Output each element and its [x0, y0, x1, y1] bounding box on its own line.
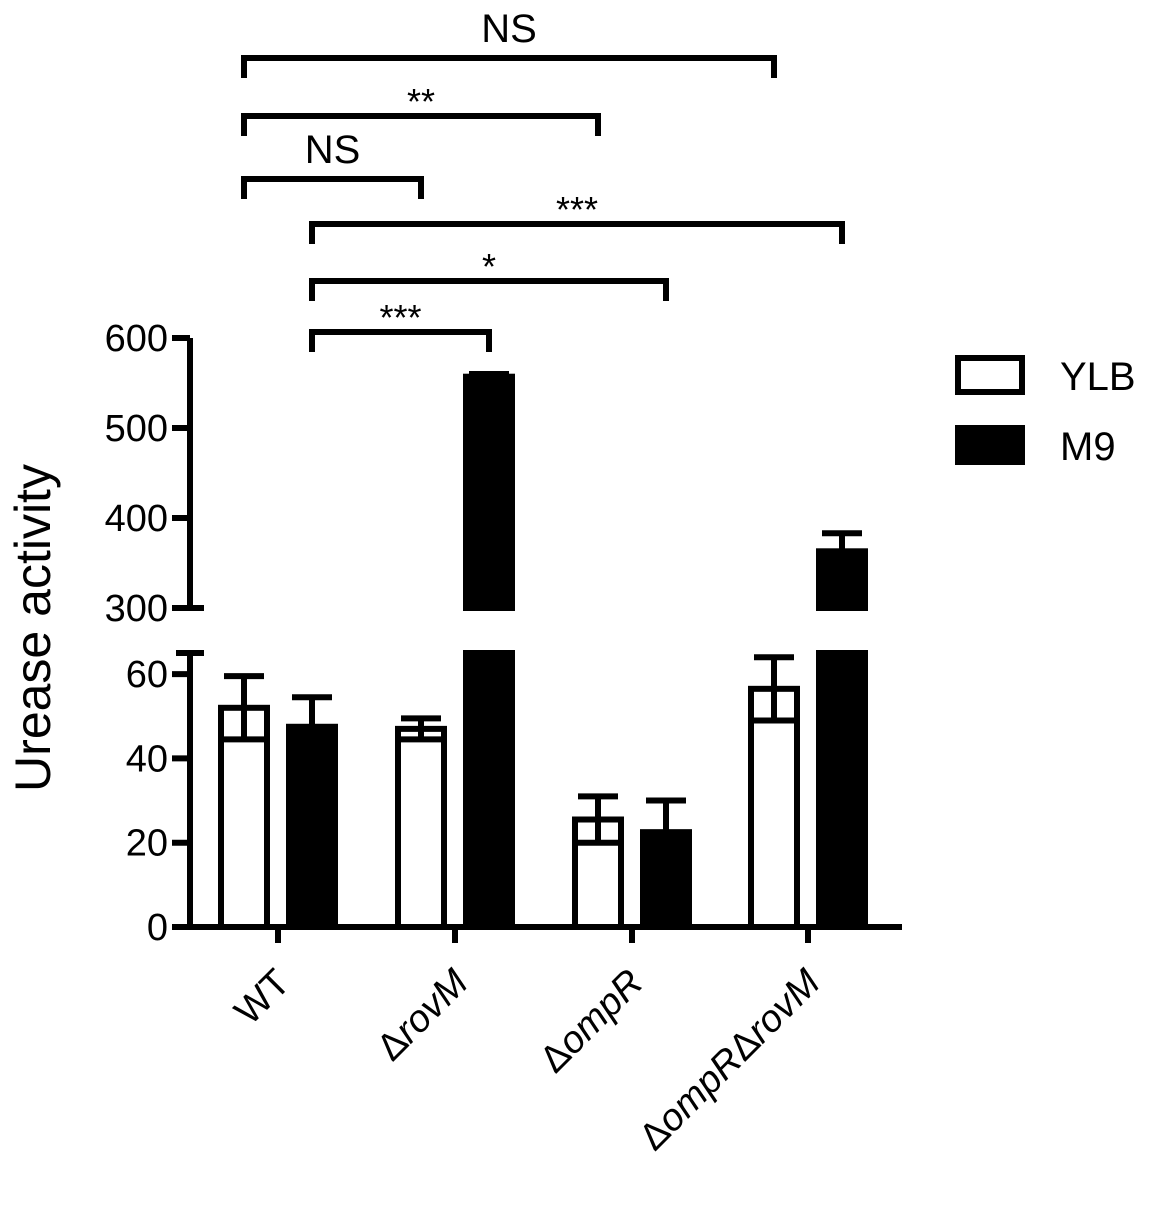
y-tick-label-300: 300	[105, 588, 168, 630]
category-label-3: ΔompRΔrovM	[631, 961, 828, 1158]
bar-m9-2	[640, 829, 692, 931]
significance-bracket-line-5	[309, 329, 492, 352]
errorbar-ylb-2	[578, 793, 618, 846]
bar-m9-3-lower	[816, 650, 868, 930]
significance-label-0: NS	[481, 7, 537, 51]
bar-m9-3-upper	[816, 548, 868, 611]
legend-item-ylb: YLB	[955, 355, 1136, 399]
significance-bracket-line-1	[241, 113, 601, 136]
significance-bracket-2: NS	[241, 128, 424, 199]
y-tick-label-600: 600	[105, 318, 168, 360]
errorbar-m9-3	[822, 530, 862, 552]
significance-brackets-layer: NS**NS*******	[241, 7, 845, 352]
significance-label-3: ***	[556, 189, 598, 230]
bar-m9-1	[463, 373, 515, 930]
bar-m9-1-lower	[463, 650, 515, 930]
significance-bracket-4: *	[309, 246, 669, 301]
category-label-0: WT	[227, 962, 298, 1033]
significance-label-2: NS	[305, 128, 361, 172]
significance-label-1: **	[407, 81, 435, 122]
y-ticks-layer: 0 20 40 60 300 400 500 600	[105, 318, 190, 949]
legend-label-m9: M9	[1060, 425, 1116, 469]
y-tick-label-40: 40	[126, 738, 168, 780]
errorbar-m9-1	[469, 371, 509, 377]
bars-layer	[218, 373, 868, 931]
significance-bracket-1: **	[241, 81, 601, 136]
significance-bracket-line-2	[241, 176, 424, 199]
significance-bracket-3: ***	[309, 189, 845, 244]
y-axis-label: Urease activity	[5, 464, 61, 792]
significance-bracket-line-3	[309, 221, 845, 244]
legend-label-ylb: YLB	[1060, 355, 1136, 399]
axes-layer	[176, 338, 902, 943]
errorbar-m9-0	[292, 694, 332, 727]
y-tick-label-20: 20	[126, 823, 168, 865]
legend-swatch-m9	[955, 425, 1025, 465]
errorbar-ylb-1	[401, 715, 441, 743]
errorbar-ylb-3	[754, 654, 794, 724]
y-tick-label-0: 0	[147, 907, 168, 949]
bar-ylb-1	[395, 725, 447, 931]
significance-bracket-line-4	[309, 278, 669, 301]
y-tick-label-60: 60	[126, 654, 168, 696]
errorbar-ylb-0	[224, 673, 264, 743]
errorbar-m9-2	[646, 797, 686, 833]
significance-bracket-0: NS	[241, 7, 777, 78]
y-tick-label-500: 500	[105, 408, 168, 450]
y-tick-label-400: 400	[105, 498, 168, 540]
bar-m9-0	[286, 723, 338, 930]
significance-label-5: ***	[379, 297, 421, 338]
category-label-2: ΔompR	[532, 962, 651, 1081]
bar-m9-1-upper	[463, 373, 515, 612]
significance-bracket-line-0	[241, 55, 777, 78]
bar-m9-3	[816, 548, 868, 930]
bar-ylb-3	[748, 685, 800, 930]
legend-swatch-ylb	[955, 355, 1025, 395]
significance-label-4: *	[482, 246, 496, 287]
category-label-1: ΔrovM	[369, 961, 477, 1069]
significance-bracket-5: ***	[309, 297, 492, 352]
legend-item-m9: M9	[955, 425, 1116, 469]
error-bars-layer	[224, 371, 862, 846]
legend: YLB M9	[955, 355, 1136, 469]
